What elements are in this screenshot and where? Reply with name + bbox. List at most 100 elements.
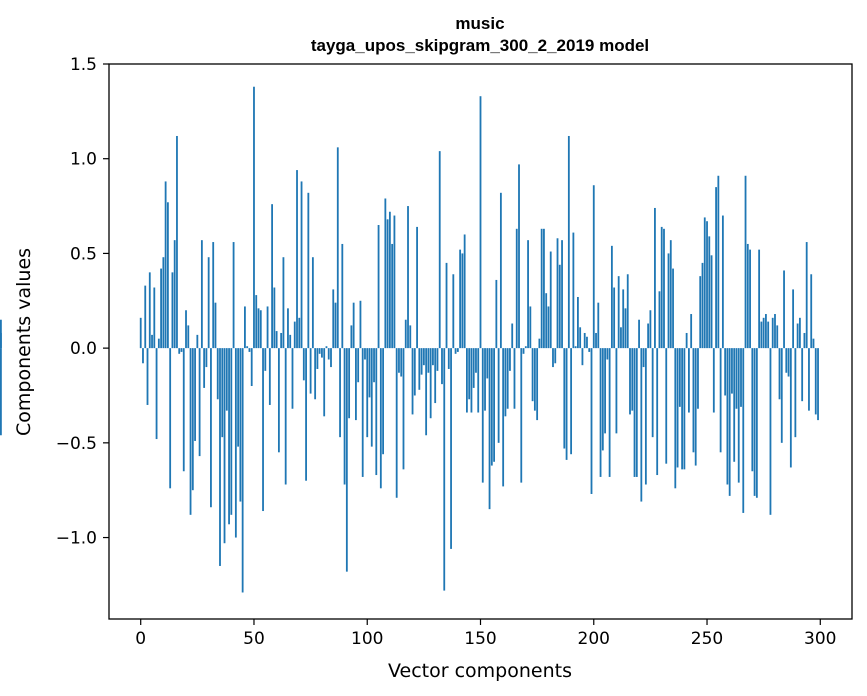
bar: [364, 348, 366, 360]
bar: [529, 306, 532, 349]
bar: [375, 348, 378, 476]
x-tick-label: 200: [578, 629, 610, 649]
bar: [572, 232, 575, 349]
bar: [524, 346, 527, 349]
bar: [352, 302, 355, 349]
bar: [767, 321, 770, 349]
bar: [472, 348, 475, 388]
bar: [565, 348, 568, 460]
bar: [189, 348, 192, 515]
bar: [221, 348, 224, 438]
bar: [547, 306, 550, 349]
bar: [207, 257, 210, 349]
bar: [289, 334, 292, 349]
bar: [275, 331, 278, 349]
bar: [246, 346, 249, 349]
bar: [536, 348, 539, 421]
bar: [522, 348, 525, 354]
bar: [620, 327, 622, 349]
bar: [447, 348, 450, 369]
bar: [527, 240, 529, 349]
x-tick-label: 300: [804, 629, 836, 649]
bar: [545, 293, 548, 349]
bar: [599, 348, 602, 477]
bar: [293, 321, 296, 349]
bar: [429, 348, 432, 419]
x-tick-label: 250: [691, 629, 723, 649]
bar: [327, 348, 330, 360]
bar: [798, 317, 801, 349]
bar: [556, 238, 559, 349]
bar: [210, 348, 212, 508]
bar: [291, 348, 294, 409]
bar: [153, 287, 156, 349]
bar: [658, 291, 661, 349]
bar: [366, 348, 369, 438]
bar: [812, 338, 815, 349]
bar: [425, 348, 428, 436]
bar: [579, 327, 582, 349]
bar: [427, 348, 430, 373]
bar: [228, 348, 230, 525]
bar: [712, 348, 715, 413]
bar: [169, 348, 172, 489]
bar: [271, 204, 273, 349]
bar: [166, 202, 169, 349]
y-tick-label: −1.0: [56, 529, 97, 549]
bar: [617, 276, 620, 349]
bar: [300, 181, 303, 349]
bar: [422, 348, 425, 366]
bar: [452, 274, 455, 349]
bar: [563, 348, 566, 449]
bar: [633, 348, 636, 477]
bar: [350, 325, 353, 349]
bar: [475, 348, 477, 373]
bar: [511, 323, 514, 349]
bar: [162, 257, 165, 349]
bar: [631, 348, 634, 411]
bar: [506, 348, 509, 409]
bar: [785, 348, 788, 373]
bar: [642, 348, 645, 368]
chart-subtitle: tayga_upos_skipgram_300_2_2019 model: [311, 36, 649, 55]
bar: [257, 308, 260, 349]
bar: [694, 348, 697, 466]
bar: [676, 348, 679, 468]
x-tick-label: 150: [464, 629, 496, 649]
bar: [780, 348, 783, 443]
bar: [669, 240, 672, 349]
bar: [663, 228, 665, 349]
bar: [692, 348, 695, 453]
bar: [391, 243, 394, 349]
bar: [746, 243, 749, 349]
bar: [728, 348, 731, 496]
bar: [577, 296, 579, 349]
bar: [638, 319, 640, 349]
bar: [178, 348, 181, 354]
bar: [581, 348, 584, 366]
bar: [588, 348, 591, 352]
bar: [651, 348, 654, 438]
bar: [543, 228, 545, 349]
bar: [520, 348, 523, 483]
bar: [336, 147, 339, 349]
plot-frame: [108, 63, 853, 620]
y-tick-label: 0.0: [70, 339, 97, 359]
bar: [690, 314, 693, 349]
bar: [330, 348, 332, 368]
bar: [613, 287, 616, 349]
bar: [470, 348, 473, 413]
bar: [776, 325, 779, 349]
bar: [626, 274, 629, 349]
bar: [515, 228, 518, 349]
bar: [259, 310, 262, 349]
bar: [404, 319, 407, 349]
bar: [309, 348, 312, 394]
bar: [441, 348, 443, 385]
bar: [765, 314, 767, 349]
bar: [160, 268, 162, 349]
bar: [787, 348, 790, 377]
bar: [248, 348, 251, 352]
bar: [789, 348, 792, 468]
